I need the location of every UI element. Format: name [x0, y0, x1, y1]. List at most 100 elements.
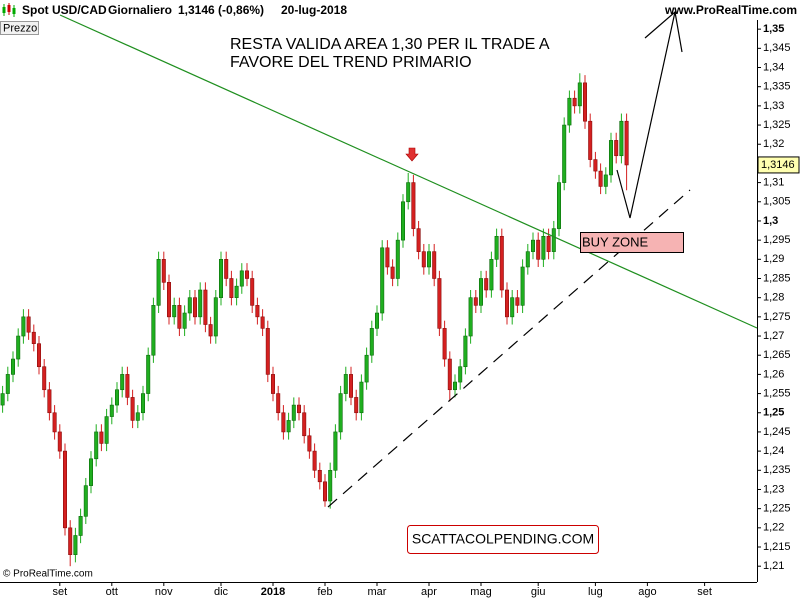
candle-body — [556, 182, 561, 229]
x-tick-label: lug — [588, 586, 603, 598]
candle-body — [364, 354, 369, 383]
candle-body — [130, 397, 135, 421]
arrow-head — [644, 10, 683, 53]
y-tick-label: 1,23 — [763, 483, 784, 495]
candle-body — [322, 481, 327, 502]
candle-body — [307, 435, 312, 452]
candle-body — [245, 270, 250, 279]
candle-body — [614, 140, 619, 157]
candle-body — [78, 516, 83, 536]
candle-body — [270, 374, 275, 394]
candle-body — [94, 431, 99, 460]
x-tick-label: mag — [470, 586, 491, 598]
y-tick-label: 1,21 — [763, 560, 784, 572]
y-tick-label: 1,24 — [763, 445, 784, 457]
candle-body — [354, 397, 359, 414]
candle-body — [73, 535, 78, 555]
candle-body — [239, 270, 244, 287]
candle-body — [515, 297, 520, 306]
date: 20-lug-2018 — [281, 3, 347, 17]
y-tick-label: 1,22 — [763, 522, 784, 534]
x-tick-label: ott — [106, 586, 118, 598]
candle-body — [317, 469, 322, 483]
y-tick-label: 1,26 — [763, 368, 784, 380]
buy-zone-box — [580, 232, 684, 253]
candle-body — [151, 305, 156, 356]
panel-label: Prezzo — [3, 22, 37, 34]
x-tick-label: giu — [531, 586, 546, 598]
candle-body — [374, 312, 379, 329]
candle-body — [432, 251, 437, 279]
x-tick-label: set — [697, 586, 712, 598]
candle-body — [62, 450, 67, 529]
candle-body — [494, 235, 499, 260]
candle-body — [577, 82, 582, 107]
candle-body — [250, 278, 255, 306]
candle-body — [437, 278, 442, 329]
candles — [0, 73, 629, 567]
candle-body — [510, 297, 515, 318]
candle-body — [83, 485, 88, 517]
candle-body — [260, 316, 265, 329]
candle-body — [109, 404, 114, 417]
x-tick-label: set — [52, 586, 67, 598]
y-tick-label: 1,27 — [763, 330, 784, 342]
candle-body — [5, 374, 10, 394]
candle-body — [141, 393, 146, 414]
y-tick-label: 1,33 — [763, 100, 784, 112]
candle-body — [146, 354, 151, 394]
last-price-box — [757, 156, 800, 174]
candle-body — [198, 289, 203, 318]
candle-body — [567, 97, 572, 126]
candle-body — [603, 174, 608, 187]
candle-body — [598, 170, 603, 187]
candle-body — [99, 431, 104, 444]
candle-body — [187, 297, 192, 314]
candle-body — [400, 201, 405, 241]
candle-body — [520, 266, 525, 306]
candle-body — [229, 278, 234, 298]
y-tick-label: 1,35 — [763, 23, 784, 35]
candle-body — [359, 381, 364, 414]
candle-body — [265, 328, 270, 375]
candle-body — [546, 235, 551, 252]
y-tick-label: 1,235 — [763, 464, 791, 476]
candle-body — [333, 431, 338, 471]
candle-body — [447, 358, 452, 391]
y-tick-label: 1,31 — [763, 176, 784, 188]
candle-body — [255, 305, 260, 318]
annotation: FAVORE DEL TREND PRIMARIO — [230, 54, 472, 71]
projection-arrow — [616, 11, 676, 219]
candle-body — [52, 412, 57, 433]
candle-body — [338, 393, 343, 433]
candle-body — [499, 235, 504, 291]
y-tick-label: 1,225 — [763, 503, 791, 515]
candle-body — [31, 331, 36, 345]
y-tick-label: 1,345 — [763, 42, 791, 54]
candle-body — [473, 297, 478, 306]
x-tick-label: apr — [421, 586, 437, 598]
top-marker — [405, 147, 419, 162]
candle-body — [213, 297, 218, 337]
candle-body — [296, 404, 301, 414]
candle-body — [125, 374, 130, 398]
y-tick-label: 1,34 — [763, 61, 784, 73]
candle-body — [11, 358, 16, 375]
candle-body — [452, 381, 457, 391]
candle-body — [203, 289, 208, 325]
candle-body — [406, 182, 411, 203]
candle-body — [463, 335, 468, 368]
candle-body — [286, 420, 291, 433]
candle-body — [21, 316, 26, 337]
site: www.ProRealTime.com — [664, 3, 797, 17]
candle-body — [219, 259, 224, 298]
candle-body — [551, 228, 556, 252]
y-tick-label: 1,25 — [763, 407, 784, 419]
candle-body — [478, 278, 483, 306]
y-tick-label: 1,3 — [763, 215, 778, 227]
signature: SCATTACOLPENDING.COM — [412, 531, 594, 547]
candle-body — [416, 228, 421, 252]
candle-body — [489, 259, 494, 291]
y-tick-label: 1,255 — [763, 387, 791, 399]
candle-body — [177, 305, 182, 329]
